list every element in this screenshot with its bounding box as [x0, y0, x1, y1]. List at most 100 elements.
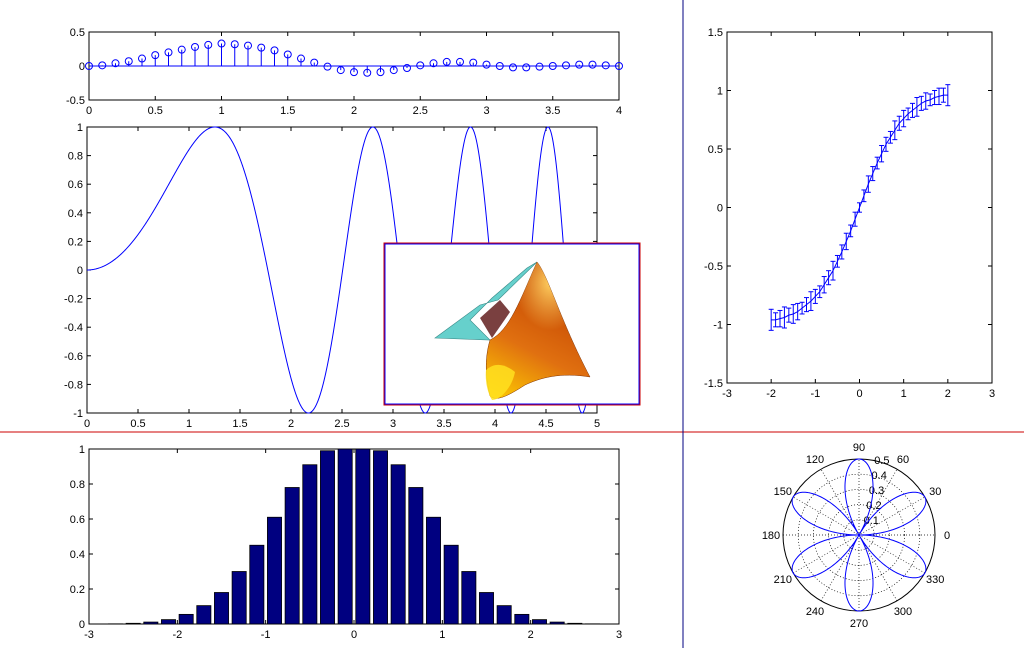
stem-marker: [111, 59, 120, 68]
bar: [249, 544, 265, 625]
polar-radius-label: 0.3: [869, 485, 884, 497]
stem-marker: [482, 60, 491, 69]
stem-marker: [601, 61, 610, 70]
bar-ytick-label: 0.4: [70, 549, 85, 561]
polar-plot: 03060901201501802102402703003300.10.20.3…: [762, 442, 950, 630]
stem-marker: [270, 46, 279, 55]
stem-marker: [204, 40, 213, 49]
bar: [143, 621, 159, 625]
stem-ytick-label: 0.5: [70, 27, 85, 39]
errorbar-ytick-label: -0.5: [704, 261, 723, 273]
polar-angle-label: 300: [894, 606, 912, 618]
stem-xtick-label: 1.5: [280, 105, 295, 117]
stem-marker: [403, 64, 411, 73]
stem-marker: [323, 62, 332, 71]
errorbar-xtick-label: -1: [810, 388, 820, 400]
bar: [443, 544, 459, 625]
bar: [426, 516, 441, 625]
line-xtick-label: 0.5: [130, 418, 145, 430]
line-ytick-label: -1: [73, 408, 83, 420]
polar-angle-label: 120: [806, 454, 824, 466]
bar: [178, 613, 194, 625]
line-xtick-label: 5: [594, 418, 600, 430]
line-xtick-label: 1: [186, 418, 192, 430]
bar-xtick-label: 3: [616, 629, 622, 641]
polar-angle-label: 150: [774, 486, 792, 498]
polar-angle-label: 210: [774, 574, 792, 586]
stem-marker: [389, 66, 398, 75]
stem-marker: [138, 54, 146, 63]
surface-cyan-flap: [434, 261, 538, 341]
polar-angle-label: 180: [762, 530, 780, 542]
bar-plot: -3 -2 -1 0 1 2 3 0 0.2 0.4 0.6 0.8 1: [70, 444, 622, 641]
stem-marker: [509, 63, 517, 72]
bar: [320, 450, 335, 625]
line-ytick-label: -0.6: [64, 351, 83, 363]
stem-xtick-label: 3: [483, 105, 489, 117]
polar-angle-label: 270: [850, 618, 868, 630]
polar-angle-label: 330: [926, 574, 944, 586]
line-ytick-label: 0.2: [68, 236, 83, 248]
errorbar-xtick-label: -2: [766, 388, 776, 400]
polar-angle-label: 0: [944, 530, 950, 542]
errorbar-xtick-label: 3: [989, 388, 995, 400]
bar: [355, 448, 371, 625]
stem-marker: [469, 58, 478, 67]
stem-marker: [98, 61, 107, 70]
bar: [461, 571, 477, 625]
stem-marker: [336, 66, 345, 75]
bar: [532, 619, 547, 625]
surface-highlight: [486, 262, 590, 399]
bar: [196, 605, 212, 625]
surface-shadow: [480, 300, 510, 338]
bar: [337, 448, 353, 625]
errorbar-ytick-label: 0: [717, 203, 723, 215]
stem-marker: [151, 51, 160, 60]
line-ytick-label: -0.4: [64, 322, 83, 334]
polar-ring: [813, 489, 905, 581]
polar-angle-label: 30: [929, 486, 941, 498]
polar-angle-label: 240: [806, 606, 824, 618]
errorbar-ytick-label: 1.5: [708, 27, 723, 39]
bar: [514, 613, 530, 625]
bar-axes-box: [88, 448, 620, 625]
stem-marker: [429, 59, 438, 68]
line-ytick-label: -0.2: [64, 294, 83, 306]
polar-series-rose: [791, 458, 927, 612]
line-ytick-label: 1: [77, 122, 83, 134]
bar: [390, 464, 406, 625]
line-series-sin-x2: [87, 126, 598, 414]
bar-xtick-label: -2: [172, 629, 182, 641]
bar-xtick-label: 0: [351, 629, 357, 641]
line-ytick-label: 0.6: [68, 179, 83, 191]
bar-ytick-label: 0.6: [70, 514, 85, 526]
errorbar-ytick-label: 1: [717, 86, 723, 98]
stem-plot: 0 0.5 1 1.5 2 2.5 3 3.5 4-0.500.5: [66, 27, 623, 117]
polar-angle-label: 60: [897, 454, 909, 466]
stem-marker: [615, 62, 623, 70]
line-xtick-label: 1.5: [232, 418, 247, 430]
bar-xtick-label: 2: [528, 629, 534, 641]
bar-ytick-label: 1: [79, 444, 85, 456]
errorbar-ytick-label: -1.5: [704, 378, 723, 390]
stem-marker: [535, 62, 544, 71]
bar: [267, 516, 282, 625]
stem-marker: [124, 57, 133, 66]
bar-ytick-label: 0.8: [70, 479, 85, 491]
errorbar-xtick-label: 1: [901, 388, 907, 400]
line-xtick-label: 0: [84, 418, 90, 430]
line-xtick-label: 3: [390, 418, 396, 430]
stem-marker: [588, 60, 597, 69]
line-xtick-label: 4.5: [538, 418, 553, 430]
stem-marker: [230, 40, 239, 49]
bar: [496, 605, 512, 625]
bar-xtick-label: -1: [261, 629, 271, 641]
stem-marker: [376, 68, 385, 77]
line-xtick-label: 4: [492, 418, 498, 430]
surface-yellow-lobe: [485, 364, 515, 400]
stem-xtick-label: 2.5: [413, 105, 428, 117]
line-ytick-label: 0.8: [68, 151, 83, 163]
line-ytick-label: -0.8: [64, 379, 83, 391]
line-xtick-label: 2: [288, 418, 294, 430]
stem-marker: [416, 61, 425, 70]
